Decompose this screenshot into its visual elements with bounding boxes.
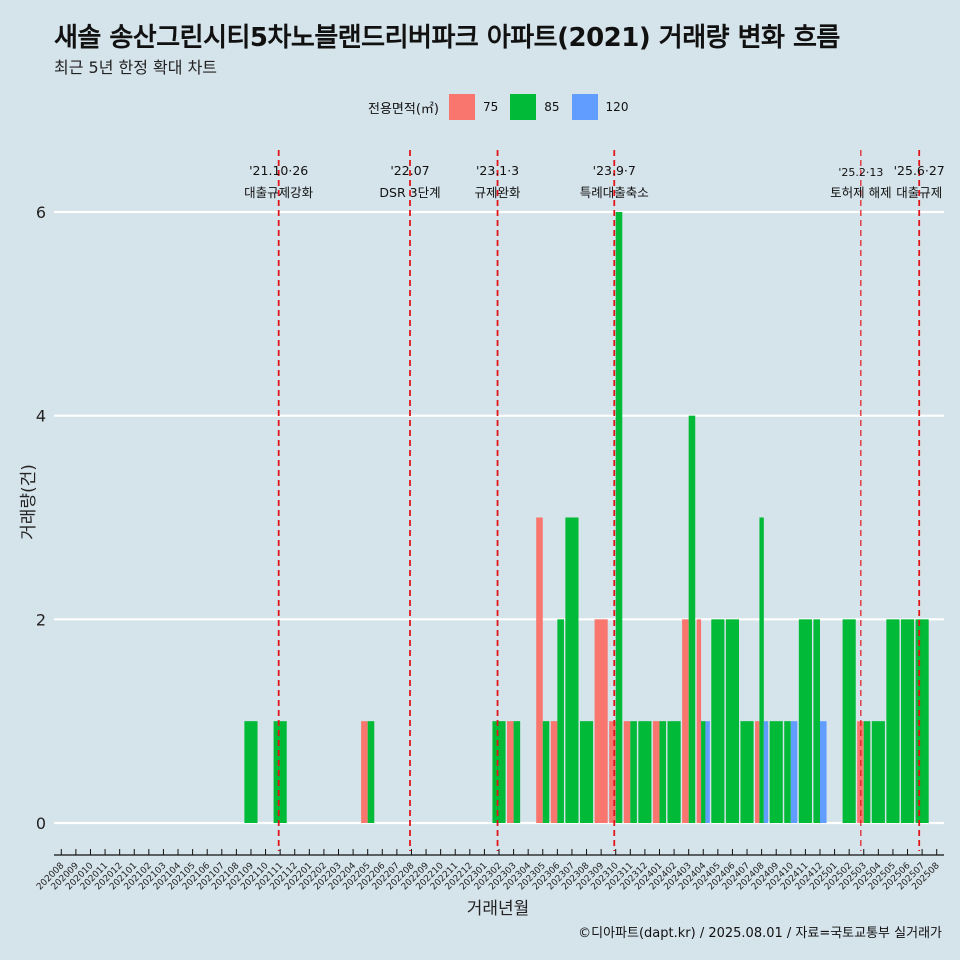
event-date-2: '23.1·3: [476, 163, 519, 178]
bar-202111-85: [273, 721, 287, 823]
event-date-0: '21.10·26: [249, 163, 308, 178]
event-label-2: 규제완화: [475, 185, 522, 200]
legend-label-120: 120: [605, 100, 629, 114]
bar-202307-85: [565, 517, 579, 823]
bar-202411-85: [798, 619, 812, 823]
bar-202406-85: [725, 619, 740, 823]
bar-202410-120: [790, 721, 798, 823]
bar-202507-85: [915, 619, 929, 823]
bar-202303-75: [507, 721, 514, 823]
event-date-5: '25.6·27: [894, 163, 945, 178]
event-date-1: '22.07: [390, 163, 429, 178]
bar-202306-75: [550, 721, 558, 823]
legend: 전용면적(㎡) 75 85 120: [368, 93, 636, 121]
y-axis-title: 거래량(건): [19, 464, 39, 540]
event-label-3: 특례대출축소: [580, 185, 649, 200]
bar-202305-75: [536, 517, 543, 823]
x-axis-title: 거래년월: [467, 899, 530, 919]
y-tick-label-4: 4: [36, 407, 46, 426]
bar-202302-85: [492, 721, 506, 823]
bar-202403-75: [682, 619, 689, 823]
bar-202312-85: [638, 721, 652, 823]
bar-202506-85: [900, 619, 915, 823]
legend-title: 전용면적(㎡): [368, 101, 439, 117]
legend-swatch-85: [510, 94, 537, 120]
y-tick-label-2: 2: [36, 610, 46, 629]
bar-202205-75: [361, 721, 368, 823]
bar-202402-85: [667, 721, 681, 823]
bar-202404-120: [705, 721, 710, 823]
chart-subtitle: 최근 5년 한정 확대 차트: [54, 58, 218, 77]
bar-202412-85: [813, 619, 820, 823]
bar-202310-75: [609, 721, 616, 823]
event-label-1: DSR 3단계: [379, 185, 440, 200]
bar-202409-85: [769, 721, 783, 823]
bar-202306-85: [557, 619, 564, 823]
bar-202305-85: [542, 721, 550, 823]
bar-202311-75: [623, 721, 631, 823]
legend-swatch-75: [448, 94, 475, 120]
event-label-0: 대출규제강화: [244, 185, 314, 200]
event-label-4: 토허제 해제: [830, 185, 891, 200]
source-caption: ©디아파트(dapt.kr) / 2025.08.01 / 자료=국토교통부 실…: [578, 926, 942, 941]
legend-swatch-120: [571, 94, 598, 120]
bar-202504-85: [871, 721, 885, 823]
bar-202408-85: [759, 517, 764, 823]
bar-202401-85: [659, 721, 667, 823]
bar-202205-85: [367, 721, 375, 823]
bar-202408-120: [763, 721, 769, 823]
bar-202109-85: [244, 721, 258, 823]
bar-202503-85: [863, 721, 871, 823]
event-date-4: '25.2·13: [838, 166, 883, 179]
bar-202412-120: [819, 721, 827, 823]
bar-202502-85: [842, 619, 856, 823]
bar-202403-85: [688, 415, 696, 823]
event-label-5: 대출규제: [896, 185, 942, 200]
bar-202408-75: [755, 721, 760, 823]
bar-202405-85: [711, 619, 725, 823]
bar-202310-85: [615, 212, 623, 823]
bar-202309-75: [594, 619, 608, 823]
bar-202308-85: [579, 721, 594, 823]
bar-202311-85: [630, 721, 637, 823]
y-tick-label-0: 0: [36, 814, 46, 833]
chart-title: 새솔 송산그린시티5차노블랜드리버파크 아파트(2021) 거래량 변화 흐름: [54, 23, 840, 53]
bar-202303-85: [513, 721, 521, 823]
bar-202401-75: [652, 721, 660, 823]
bar-202407-85: [740, 721, 754, 823]
event-date-3: '23.9·7: [593, 163, 636, 178]
y-tick-label-6: 6: [36, 203, 46, 222]
bar-202505-85: [886, 619, 900, 823]
legend-label-85: 85: [544, 100, 560, 114]
bar-202404-75: [696, 619, 702, 823]
bar-202410-85: [784, 721, 791, 823]
legend-label-75: 75: [482, 100, 499, 114]
bar-202404-85: [701, 721, 706, 823]
